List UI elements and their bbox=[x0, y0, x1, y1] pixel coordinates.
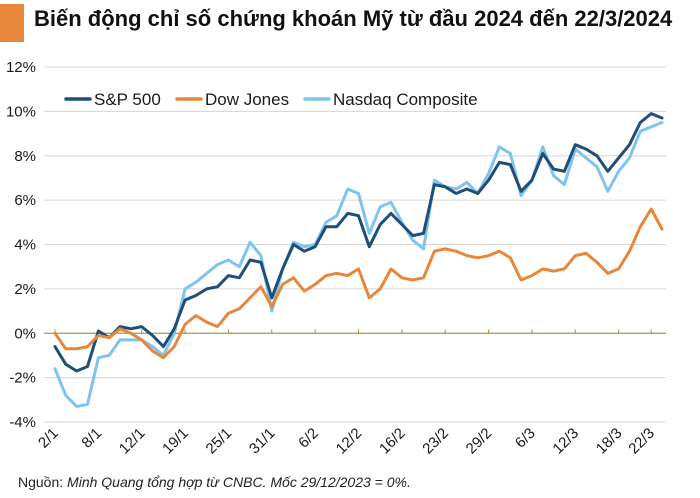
series-line-dow-jones bbox=[53, 207, 664, 360]
x-tick-label: 8/1 bbox=[78, 425, 105, 452]
legend-label: Dow Jones bbox=[205, 90, 289, 109]
series-line-s-p-500 bbox=[53, 112, 664, 373]
x-tick-label: 12/3 bbox=[549, 425, 582, 458]
y-tick-label: 4% bbox=[14, 237, 36, 254]
y-tick-label: 0% bbox=[14, 325, 36, 342]
x-tick-label: 2/1 bbox=[35, 425, 62, 452]
legend-label: S&P 500 bbox=[94, 90, 161, 109]
title-accent-bar bbox=[0, 4, 24, 42]
x-tick-label: 31/1 bbox=[246, 425, 279, 458]
x-tick-label: 23/2 bbox=[419, 425, 452, 458]
y-tick-label: 2% bbox=[14, 281, 36, 298]
page-title: Biến động chỉ số chứng khoán Mỹ từ đầu 2… bbox=[34, 6, 673, 31]
x-tick-label: 12/1 bbox=[116, 425, 149, 458]
x-tick-label: 19/1 bbox=[159, 425, 192, 458]
x-tick-label: 12/2 bbox=[333, 425, 366, 458]
legend-label: Nasdaq Composite bbox=[333, 90, 478, 109]
source-note: Nguồn: Minh Quang tổng hợp từ CNBC. Mốc … bbox=[18, 474, 411, 490]
x-tick-label: 18/3 bbox=[593, 425, 626, 458]
x-tick-label: 25/1 bbox=[203, 425, 236, 458]
x-tick-label: 16/2 bbox=[376, 425, 409, 458]
y-tick-label: 12% bbox=[6, 59, 36, 76]
y-tick-label: 8% bbox=[14, 148, 36, 165]
series-line-nasdaq-composite bbox=[53, 121, 664, 408]
x-tick-label: 6/3 bbox=[512, 425, 539, 452]
y-tick-label: -2% bbox=[9, 370, 36, 387]
x-tick-label: 29/2 bbox=[463, 425, 496, 458]
x-tick-label: 22/3 bbox=[625, 425, 658, 458]
source-text: Minh Quang tổng hợp từ CNBC. Mốc 29/12/2… bbox=[67, 474, 411, 490]
line-chart: -4% -2% 0% 2% 4% 6% 8% 10% 12% 2/1 8/1 12/1 19/1 25/1… bbox=[6, 59, 666, 458]
x-tick-label: 6/2 bbox=[295, 425, 322, 452]
y-tick-label: 6% bbox=[14, 192, 36, 209]
source-label: Nguồn: bbox=[18, 474, 68, 490]
y-tick-label: -4% bbox=[9, 414, 36, 431]
y-tick-label: 10% bbox=[6, 103, 36, 120]
